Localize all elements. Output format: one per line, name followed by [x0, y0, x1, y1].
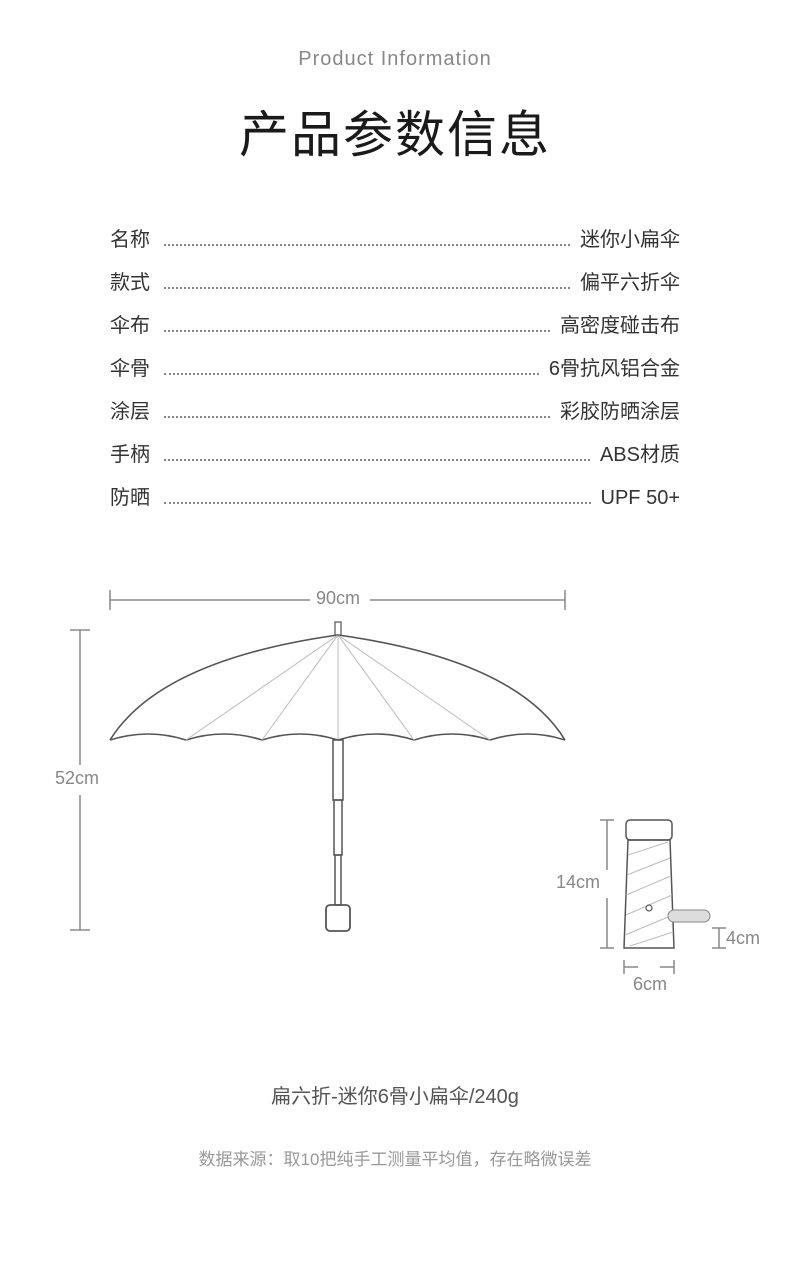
spec-row: 伞布 高密度碰击布: [110, 309, 680, 338]
spec-label: 款式: [110, 266, 150, 295]
spec-label: 手柄: [110, 438, 150, 467]
spec-label: 名称: [110, 223, 150, 252]
spec-dots: [164, 373, 539, 375]
dim-width: 90cm: [316, 588, 360, 609]
spec-value: 迷你小扁伞: [580, 223, 680, 252]
dim-folded-depth: 4cm: [726, 928, 760, 949]
page-title: 产品参数信息: [0, 95, 790, 167]
spec-label: 伞骨: [110, 352, 150, 381]
spec-dots: [164, 330, 550, 332]
spec-dots: [164, 244, 570, 246]
dim-folded-width: 6cm: [633, 974, 667, 995]
spec-row: 手柄 ABS材质: [110, 438, 680, 467]
spec-dots: [164, 416, 550, 418]
spec-row: 防晒 UPF 50+: [110, 481, 680, 510]
spec-row: 款式 偏平六折伞: [110, 266, 680, 295]
spec-dots: [164, 502, 591, 504]
spec-value: 高密度碰击布: [560, 309, 680, 338]
diagram-caption: 扁六折-迷你6骨小扁伞/240g: [0, 1080, 790, 1109]
spec-label: 伞布: [110, 309, 150, 338]
spec-dots: [164, 287, 570, 289]
spec-value: UPF 50+: [601, 487, 680, 510]
spec-row: 涂层 彩胶防晒涂层: [110, 395, 680, 424]
dim-folded-height: 14cm: [556, 872, 600, 893]
footnote: 数据来源：取10把纯手工测量平均值，存在略微误差: [0, 1145, 790, 1170]
spec-table: 名称 迷你小扁伞 款式 偏平六折伞 伞布 高密度碰击布 伞骨 6骨抗风铝合金 涂…: [110, 223, 680, 510]
spec-label: 防晒: [110, 481, 150, 510]
spec-value: 偏平六折伞: [580, 266, 680, 295]
spec-value: 6骨抗风铝合金: [549, 352, 680, 381]
dim-height: 52cm: [55, 768, 99, 789]
spec-row: 伞骨 6骨抗风铝合金: [110, 352, 680, 381]
dimension-diagram: 90cm 52cm 14cm 6cm 4cm: [0, 570, 790, 1060]
spec-label: 涂层: [110, 395, 150, 424]
spec-dots: [164, 459, 590, 461]
spec-row: 名称 迷你小扁伞: [110, 223, 680, 252]
subtitle: Product Information: [0, 0, 790, 71]
umbrella-diagram-svg: [0, 570, 790, 1060]
spec-value: 彩胶防晒涂层: [560, 395, 680, 424]
spec-value: ABS材质: [600, 438, 680, 467]
